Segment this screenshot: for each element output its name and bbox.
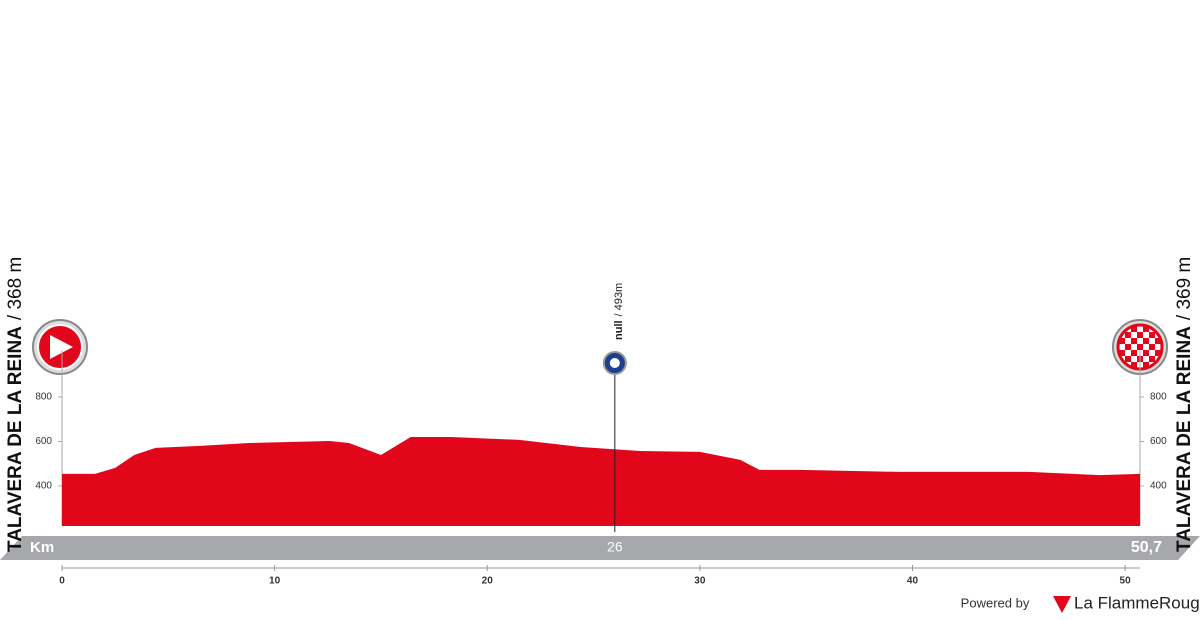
brand: La FlammeRouge bbox=[1074, 593, 1200, 612]
km-band bbox=[0, 536, 1200, 560]
marker-altitude: / 493m bbox=[613, 283, 625, 317]
marker-name: null bbox=[613, 320, 625, 340]
finish-label: TALAVERA DE LA REINA / 369 m bbox=[1174, 257, 1195, 552]
finish-altitude: / 369 m bbox=[1174, 257, 1195, 320]
x-tick-label: 20 bbox=[482, 576, 494, 587]
x-tick-label: 30 bbox=[694, 576, 706, 587]
km-marker: 26 bbox=[607, 539, 623, 555]
y-tick-label: 600 bbox=[35, 436, 52, 447]
y-tick-label: 600 bbox=[1150, 436, 1167, 447]
y-tick-label: 400 bbox=[1150, 481, 1167, 492]
y-tick-label: 400 bbox=[35, 481, 52, 492]
x-tick-label: 50 bbox=[1120, 576, 1132, 587]
start-label: TALAVERA DE LA REINA / 368 m bbox=[5, 257, 26, 552]
start-altitude: / 368 m bbox=[5, 257, 26, 320]
km-marker: 50,7 bbox=[1131, 539, 1162, 556]
powered-by: Powered by bbox=[961, 595, 1030, 610]
marker-label: null / 493m bbox=[613, 283, 625, 340]
y-tick-label: 800 bbox=[1150, 392, 1167, 403]
x-tick-label: 0 bbox=[59, 576, 65, 587]
x-tick-label: 40 bbox=[907, 576, 919, 587]
marker-icon-inner bbox=[609, 358, 620, 368]
x-tick-label: 10 bbox=[269, 576, 281, 587]
start-icon bbox=[32, 319, 88, 375]
start-name: TALAVERA DE LA REINA bbox=[5, 326, 26, 552]
elevation-area bbox=[62, 437, 1140, 526]
axis-label: Km bbox=[30, 539, 54, 556]
finish-icon bbox=[1112, 319, 1168, 375]
logo-icon bbox=[1053, 596, 1071, 613]
finish-name: TALAVERA DE LA REINA bbox=[1174, 326, 1195, 552]
y-tick-label: 800 bbox=[35, 392, 52, 403]
